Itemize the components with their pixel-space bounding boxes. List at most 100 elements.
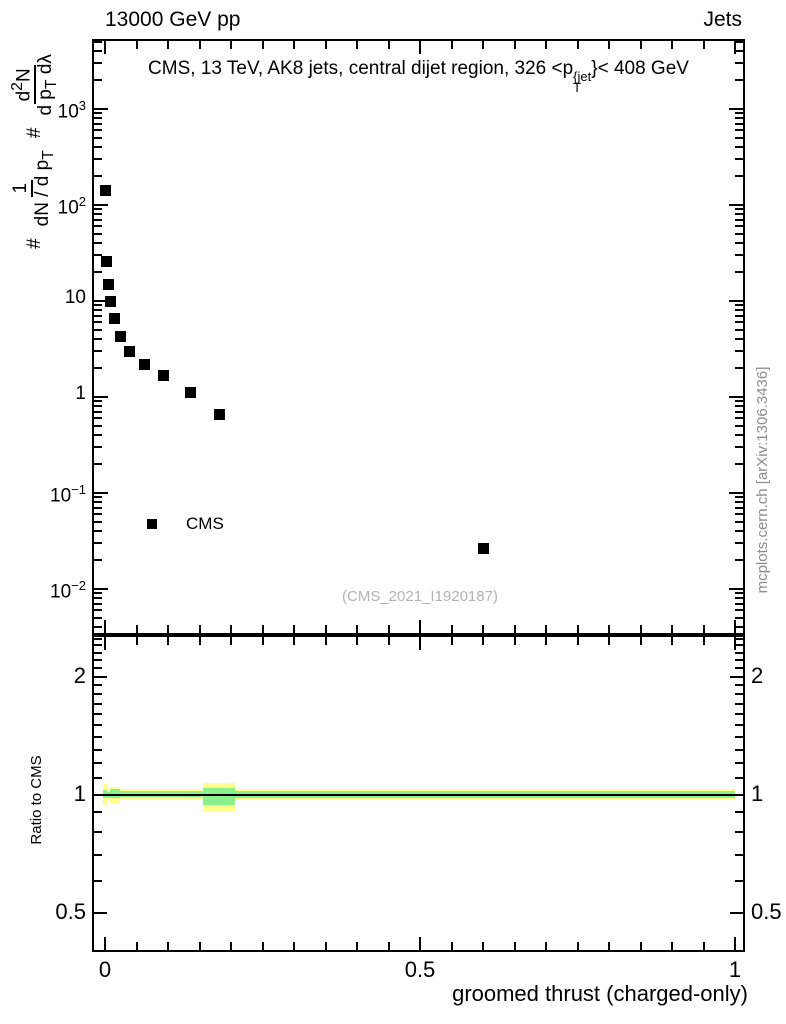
main-x-tick-bottom (262, 625, 264, 633)
main-y-axis-tick-right (735, 542, 743, 544)
ratio-x-tick-top (514, 637, 516, 645)
ratio-x-tick-bottom (262, 942, 264, 950)
data-point-square (115, 331, 126, 342)
main-x-tick-bottom (482, 625, 484, 633)
y-tick-base: 10 (50, 581, 72, 603)
main-y-axis-tick (94, 129, 102, 131)
main-y-axis-tick-right (735, 117, 743, 119)
ratio-y-axis-tick-right (730, 676, 743, 678)
main-y-axis-label: # 1 dN / d pT # d2N d pT dλ (0, 0, 70, 300)
ratio-y-axis-tick-right (735, 667, 743, 669)
ratio-y-axis-tick-right (735, 736, 743, 738)
ratio-y-tick-label-right: 0.5 (751, 899, 782, 924)
main-y-axis-tick (94, 417, 102, 419)
main-y-axis-tick (94, 204, 108, 206)
ratio-x-tick-bottom (451, 942, 453, 950)
main-x-tick-top (608, 41, 610, 49)
main-y-axis-tick (94, 300, 108, 302)
main-y-axis-tick (94, 559, 102, 561)
plot-title-suffix: }< 408 GeV (591, 58, 689, 79)
main-x-tick-top (104, 41, 106, 54)
analysis-id-watermark: (CMS_2021_I1920187) (342, 588, 498, 605)
ratio-y-axis-tick-right (735, 684, 743, 686)
main-y-axis-tick-right (735, 129, 743, 131)
ratio-y-axis-tick-right (735, 777, 743, 779)
pt-subscript: T (573, 80, 582, 95)
main-x-tick-top (262, 41, 264, 49)
ratio-plot-frame (92, 635, 745, 952)
ratio-y-tick-label-right: 1 (751, 781, 764, 806)
main-x-tick-bottom (608, 625, 610, 633)
main-x-tick-top (199, 41, 201, 49)
data-point-square (124, 346, 135, 357)
y-tick-exponent: 2 (78, 194, 86, 209)
main-x-tick-top (419, 41, 421, 54)
ratio-y-axis-tick (94, 854, 102, 856)
ratio-y-axis-tick-right (735, 724, 743, 726)
legend-label: CMS (186, 514, 224, 533)
main-y-axis-tick-right (735, 521, 743, 523)
main-y-axis-tick (94, 117, 102, 119)
ratio-x-tick-top (104, 637, 106, 650)
main-y-axis-tick-right (735, 315, 743, 317)
main-y-axis-tick-right (735, 304, 743, 306)
ratio-x-tick-bottom (167, 942, 169, 950)
ratio-x-tick-bottom (640, 942, 642, 950)
ratio-mc-line (94, 794, 743, 796)
ratio-y-axis-tick (94, 652, 102, 654)
main-x-tick-bottom (703, 625, 705, 633)
ylabel-frac2-den-post: dλ (35, 54, 57, 80)
ratio-x-tick-bottom (104, 937, 106, 950)
ratio-y-axis-tick-right (730, 912, 743, 914)
ratio-x-tick-top (262, 637, 264, 645)
main-y-axis-tick (94, 463, 102, 465)
main-y-axis-tick-right (735, 411, 743, 413)
main-y-axis-tick (94, 411, 102, 413)
main-y-axis-tick-right (735, 530, 743, 532)
ratio-y-axis-tick-right (735, 880, 743, 882)
plot-title: CMS, 13 TeV, AK8 jets, central dijet reg… (92, 58, 745, 95)
ratio-y-axis-tick (94, 777, 102, 779)
main-x-tick-top (136, 41, 138, 49)
main-y-tick-label: 10−1 (16, 480, 86, 506)
main-y-tick-label: 10−2 (16, 576, 86, 602)
pt-superscript: {jet (573, 69, 592, 84)
main-y-axis-tick-right (735, 329, 743, 331)
main-y-tick-label: 1 (16, 384, 86, 404)
main-y-axis-tick-right (735, 592, 743, 594)
ratio-x-tick-bottom (577, 942, 579, 950)
ratio-y-tick-label-left: 0.5 (55, 899, 86, 924)
main-x-tick-top (514, 41, 516, 49)
x-tick-label: 1 (728, 957, 742, 982)
main-y-axis-tick-right (735, 146, 743, 148)
main-y-axis-tick-right (729, 204, 743, 206)
main-y-axis-tick (94, 175, 102, 177)
ratio-y-axis-tick (94, 831, 102, 833)
ratio-x-tick-bottom (514, 942, 516, 950)
main-x-tick-bottom (325, 625, 327, 633)
main-y-axis-tick-right (735, 617, 743, 619)
ratio-x-tick-bottom (482, 942, 484, 950)
main-x-tick-top (482, 41, 484, 49)
ratio-y-axis-tick (94, 736, 102, 738)
main-y-axis-tick-right (735, 175, 743, 177)
main-y-axis-tick-right (735, 417, 743, 419)
main-plot-frame (92, 39, 745, 635)
ratio-y-axis-tick (94, 749, 102, 751)
main-x-tick-bottom (104, 620, 106, 633)
main-x-tick-top (545, 41, 547, 49)
main-y-axis-tick-right (735, 254, 743, 256)
ratio-x-tick-top (293, 637, 295, 645)
main-x-tick-bottom (136, 625, 138, 633)
ratio-y-axis-tick-right (735, 644, 743, 646)
main-x-tick-top (671, 41, 673, 49)
ratio-y-axis-tick-right (735, 638, 743, 640)
main-y-axis-tick (94, 137, 102, 139)
ylabel-hash-1: # (24, 238, 45, 249)
main-x-tick-bottom (640, 625, 642, 633)
main-y-axis-tick (94, 219, 102, 221)
ratio-y-axis-tick-right (735, 703, 743, 705)
main-y-axis-tick (94, 315, 102, 317)
main-y-axis-tick-right (729, 492, 743, 494)
